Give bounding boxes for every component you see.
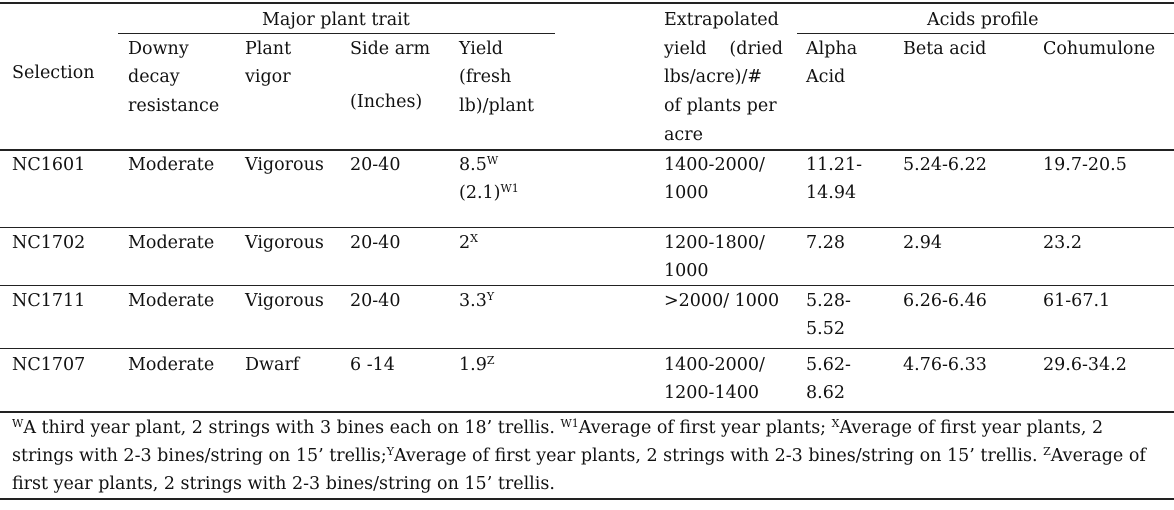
column-header-selection: Selection bbox=[12, 63, 95, 83]
cell-cohumulone: 61-67.1 bbox=[1043, 291, 1111, 311]
cell-extrapolated: 1400-2000/ bbox=[664, 155, 765, 175]
cell-extrapolated: 1400-2000/ bbox=[664, 355, 765, 375]
cell-alpha: 5.62- bbox=[806, 355, 851, 375]
cell-alpha: 11.21- bbox=[806, 155, 863, 175]
cell-alpha-line2: 14.94 bbox=[806, 183, 857, 203]
cell-side-arm: 20-40 bbox=[350, 291, 401, 311]
cell-selection: NC1707 bbox=[12, 355, 86, 375]
cell-extrapolated: >2000/ 1000 bbox=[664, 291, 780, 311]
cell-yield: 8.5W bbox=[459, 154, 499, 175]
column-header-cohumulone: Cohumulone bbox=[1043, 39, 1156, 59]
column-header-beta: Beta acid bbox=[903, 39, 987, 59]
footnote-bottom-rule bbox=[0, 498, 1174, 500]
cell-cohumulone: 29.6-34.2 bbox=[1043, 355, 1127, 375]
major-trait-underline bbox=[118, 33, 555, 34]
cell-extrapolated-line2: 1000 bbox=[664, 261, 709, 281]
top-rule bbox=[0, 2, 1174, 4]
cell-selection: NC1601 bbox=[12, 155, 86, 175]
cell-beta: 5.24-6.22 bbox=[903, 155, 987, 175]
cell-side-arm: 20-40 bbox=[350, 155, 401, 175]
cell-side-arm: 6 -14 bbox=[350, 355, 395, 375]
row-rule-2 bbox=[0, 285, 1174, 286]
acids-underline bbox=[797, 33, 1174, 34]
cell-cohumulone: 19.7-20.5 bbox=[1043, 155, 1127, 175]
header-bottom-rule bbox=[0, 149, 1174, 151]
cell-side-arm: 20-40 bbox=[350, 233, 401, 253]
cell-yield: 2X bbox=[459, 232, 478, 253]
cell-selection: NC1702 bbox=[12, 233, 86, 253]
cell-alpha: 7.28 bbox=[806, 233, 845, 253]
cell-alpha-line2: 8.62 bbox=[806, 383, 845, 403]
table-footnote: WA third year plant, 2 strings with 3 bi… bbox=[12, 417, 1146, 494]
cell-downy: Moderate bbox=[128, 291, 215, 311]
cell-downy: Moderate bbox=[128, 233, 215, 253]
cell-alpha-line2: 5.52 bbox=[806, 319, 845, 339]
cell-extrapolated-line2: 1200-1400 bbox=[664, 383, 759, 403]
cell-vigor: Vigorous bbox=[245, 233, 324, 253]
cell-beta: 4.76-6.33 bbox=[903, 355, 987, 375]
cell-vigor: Vigorous bbox=[245, 291, 324, 311]
cell-extrapolated-line2: 1000 bbox=[664, 183, 709, 203]
cell-alpha: 5.28- bbox=[806, 291, 851, 311]
cell-yield: 1.9Z bbox=[459, 354, 495, 375]
cell-extrapolated: 1200-1800/ bbox=[664, 233, 765, 253]
cell-cohumulone: 23.2 bbox=[1043, 233, 1082, 253]
table-bottom-rule bbox=[0, 411, 1174, 413]
group-header-acids-profile: Acids profile bbox=[927, 10, 1039, 30]
cell-yield-secondary: (2.1)W1 bbox=[459, 182, 519, 203]
cell-yield: 3.3Y bbox=[459, 290, 495, 311]
group-header-major-trait: Major plant trait bbox=[262, 10, 410, 30]
cell-beta: 2.94 bbox=[903, 233, 942, 253]
row-rule-1 bbox=[0, 227, 1174, 228]
row-rule-3 bbox=[0, 348, 1174, 349]
cell-selection: NC1711 bbox=[12, 291, 86, 311]
cell-beta: 6.26-6.46 bbox=[903, 291, 987, 311]
cell-vigor: Vigorous bbox=[245, 155, 324, 175]
cell-downy: Moderate bbox=[128, 355, 215, 375]
cell-downy: Moderate bbox=[128, 155, 215, 175]
cell-vigor: Dwarf bbox=[245, 355, 300, 375]
